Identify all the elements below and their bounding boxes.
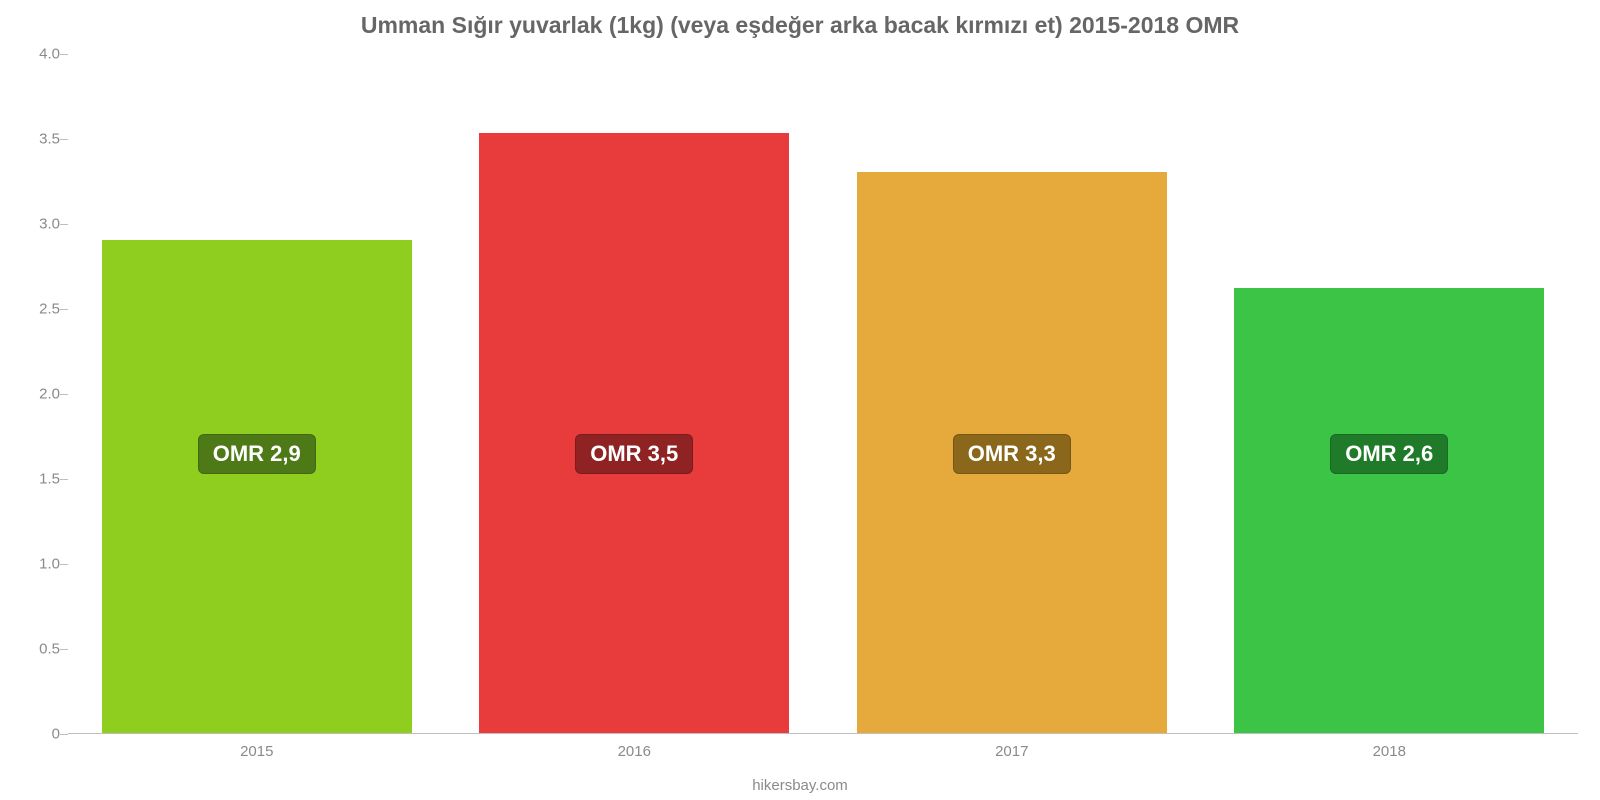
y-tick [60,309,68,310]
y-tick [60,394,68,395]
y-tick [60,734,68,735]
plot-area: 00.51.01.52.02.53.03.54.0OMR 2,92015OMR … [68,54,1578,734]
chart-credit: hikersbay.com [0,777,1600,794]
y-tick-label: 1.0 [10,556,60,573]
chart-title: Umman Sığır yuvarlak (1kg) (veya eşdeğer… [0,12,1600,39]
y-tick-label: 4.0 [10,46,60,63]
value-badge: OMR 3,5 [575,434,693,474]
bar [1234,288,1544,733]
value-badge: OMR 2,6 [1330,434,1448,474]
x-tick-label: 2017 [995,743,1028,760]
y-tick [60,564,68,565]
y-tick [60,649,68,650]
x-tick-label: 2016 [618,743,651,760]
x-tick-label: 2018 [1373,743,1406,760]
y-tick [60,479,68,480]
y-tick-label: 0 [10,726,60,743]
y-tick-label: 0.5 [10,641,60,658]
x-tick-label: 2015 [240,743,273,760]
y-tick [60,139,68,140]
value-badge: OMR 2,9 [198,434,316,474]
y-tick [60,224,68,225]
y-tick-label: 3.5 [10,131,60,148]
y-tick [60,54,68,55]
value-badge: OMR 3,3 [953,434,1071,474]
y-tick-label: 2.0 [10,386,60,403]
bar [102,240,412,733]
chart-container: Umman Sığır yuvarlak (1kg) (veya eşdeğer… [0,0,1600,800]
y-tick-label: 1.5 [10,471,60,488]
y-tick-label: 2.5 [10,301,60,318]
y-tick-label: 3.0 [10,216,60,233]
